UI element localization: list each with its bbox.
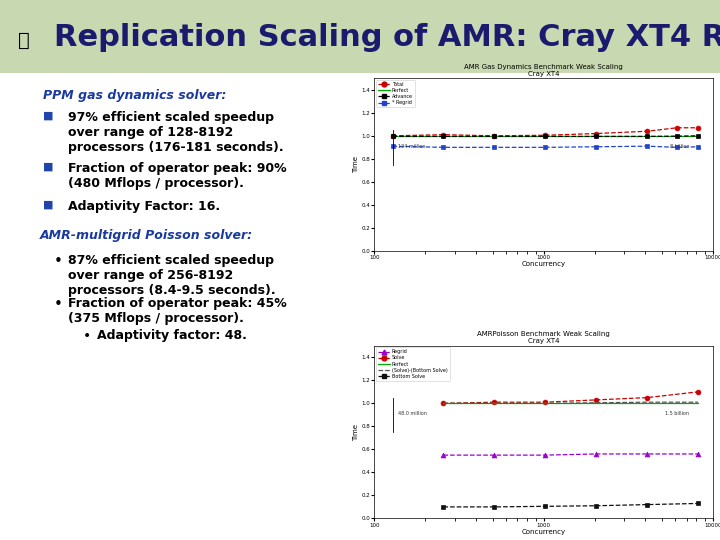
Text: ■: ■ (43, 162, 54, 172)
Text: Replication Scaling of AMR: Cray XT4 Results: Replication Scaling of AMR: Cray XT4 Res… (54, 23, 720, 52)
Text: Fraction of operator peak: 45%
(375 Mflops / processor).: Fraction of operator peak: 45% (375 Mflo… (68, 297, 287, 325)
Title: AMRPoisson Benchmark Weak Scaling
Cray XT4: AMRPoisson Benchmark Weak Scaling Cray X… (477, 331, 610, 344)
Text: PPM gas dynamics solver:: PPM gas dynamics solver: (43, 89, 227, 102)
X-axis label: Concurrency: Concurrency (521, 529, 566, 535)
Text: Adaptivity Factor: 16.: Adaptivity Factor: 16. (68, 200, 220, 213)
Text: •: • (54, 254, 63, 269)
Text: Adaptivity factor: 48.: Adaptivity factor: 48. (97, 329, 247, 342)
Text: 1.5 billion: 1.5 billion (665, 411, 689, 416)
X-axis label: Concurrency: Concurrency (521, 261, 566, 267)
Text: 97% efficient scaled speedup
over range of 128-8192
processors (176-181 seconds): 97% efficient scaled speedup over range … (68, 111, 284, 154)
Y-axis label: Time: Time (353, 156, 359, 173)
Text: •: • (54, 297, 63, 312)
Text: •: • (83, 329, 91, 343)
Text: ■: ■ (43, 200, 54, 210)
Text: 🌵: 🌵 (17, 31, 30, 50)
Legend: Total, Perfect, Advance, * Regrid: Total, Perfect, Advance, * Regrid (376, 80, 415, 107)
Text: 87% efficient scaled speedup
over range of 256-8192
processors (8.4-9.5 seconds): 87% efficient scaled speedup over range … (68, 254, 276, 297)
Text: 8 billion: 8 billion (670, 144, 689, 149)
Text: 124 million: 124 million (398, 144, 426, 149)
Title: AMR Gas Dynamics Benchmark Weak Scaling
Cray XT4: AMR Gas Dynamics Benchmark Weak Scaling … (464, 64, 623, 77)
Text: AMR-multigrid Poisson solver:: AMR-multigrid Poisson solver: (40, 230, 253, 242)
Text: Fraction of operator peak: 90%
(480 Mflops / processor).: Fraction of operator peak: 90% (480 Mflo… (68, 162, 287, 190)
Legend: Regrid, Solve, Perfect, (Solve)-(Bottom Solve), Bottom Solve: Regrid, Solve, Perfect, (Solve)-(Bottom … (376, 347, 449, 381)
Y-axis label: Time: Time (353, 423, 359, 441)
Text: 48.0 million: 48.0 million (398, 411, 427, 416)
Text: ■: ■ (43, 111, 54, 121)
